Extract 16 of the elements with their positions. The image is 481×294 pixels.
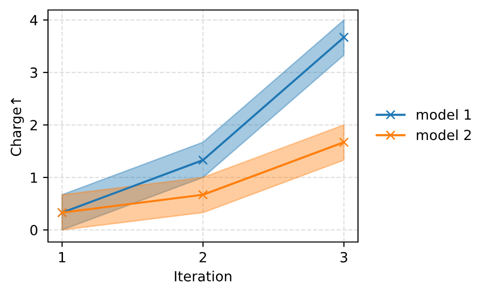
- y-tick-label: 3: [30, 67, 38, 78]
- point: [339, 137, 349, 148]
- y-tick-label: 4: [30, 15, 38, 26]
- point: [198, 190, 208, 200]
- y-tick-label: 2: [30, 120, 37, 130]
- x-tick-label: 3: [340, 252, 348, 262]
- point: [339, 32, 349, 42]
- y-tick-label: 0: [30, 224, 38, 236]
- legend-label: model 2: [416, 129, 471, 140]
- x-axis-title: Iteration: [174, 270, 232, 282]
- legend-label: model 1: [416, 109, 471, 120]
- x-tick-label: 1: [59, 252, 66, 262]
- y-axis-title: Charge↑: [10, 98, 24, 156]
- x-tick-label: 2: [200, 252, 206, 262]
- y-tick-label: 1: [30, 172, 37, 183]
- point: [198, 155, 208, 165]
